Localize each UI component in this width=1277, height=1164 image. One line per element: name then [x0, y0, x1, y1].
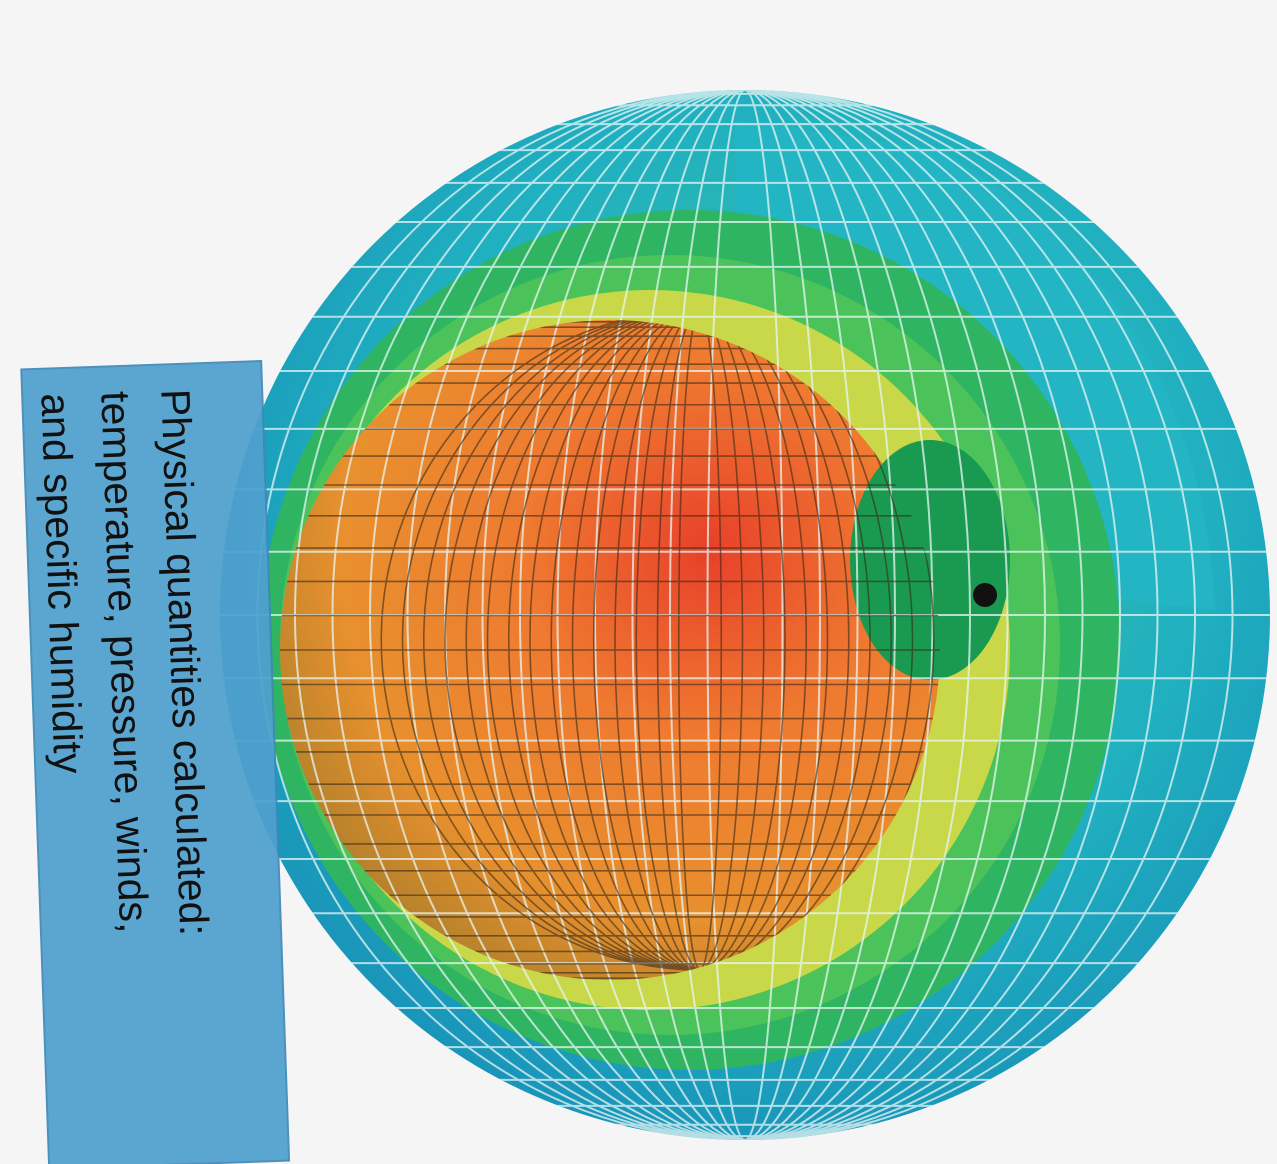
axis-hole: [850, 440, 1010, 680]
callout: Physical quantities calculated: temperat…: [20, 360, 291, 1164]
globe-model: [220, 90, 1270, 1140]
axis-center: [973, 583, 997, 607]
callout-box: [20, 360, 291, 1164]
